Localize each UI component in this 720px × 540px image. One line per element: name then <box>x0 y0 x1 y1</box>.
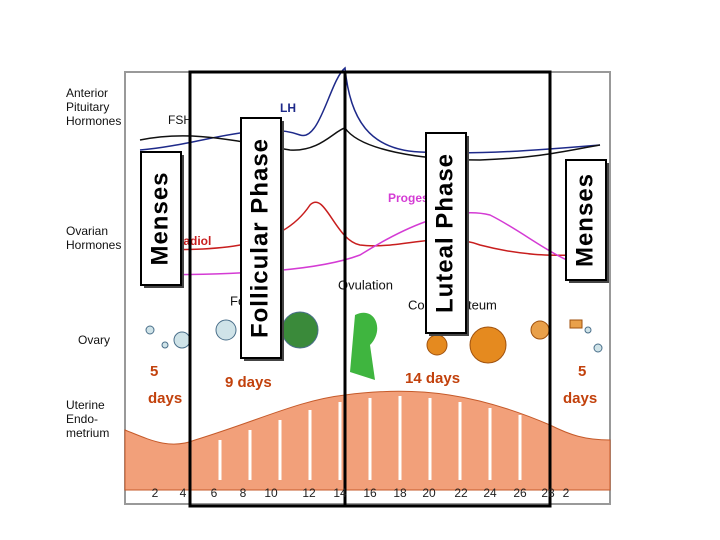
day-label: 20 <box>422 486 436 500</box>
uterine-label: Uterine Endo-metrium <box>66 398 109 440</box>
day-label: 4 <box>180 486 187 500</box>
day-label: 6 <box>211 486 218 500</box>
ovulation-label: Ovulation <box>338 277 393 292</box>
pituitary-label: Anterior Pituitary Hormones <box>66 86 121 128</box>
day-label: 18 <box>393 486 407 500</box>
endometrium-glands <box>218 396 522 480</box>
phase-box <box>140 151 182 286</box>
day-label: 16 <box>363 486 377 500</box>
day-label: 2 <box>152 486 159 500</box>
ovary-label: Ovary <box>78 333 110 347</box>
day-label: 14 <box>333 486 347 500</box>
ovary-cells <box>145 311 603 353</box>
phase-label: Menses <box>571 173 598 267</box>
phase-box <box>425 132 467 334</box>
phase-box <box>565 159 607 281</box>
phase-label: Menses <box>146 171 173 265</box>
lh-label: LH <box>280 101 296 115</box>
day-label: 24 <box>483 486 497 500</box>
duration-label: 5 days <box>563 363 597 407</box>
duration-label: 9 days <box>225 374 272 391</box>
day-label: 22 <box>454 486 468 500</box>
duration-label: 14 days <box>405 370 460 387</box>
corpus-luteum-shapes <box>426 319 583 364</box>
phase-label: Luteal Phase <box>431 153 458 313</box>
ovarian-label: Ovarian Hormones <box>66 224 121 252</box>
phase-box <box>240 117 282 359</box>
fsh-label: FSH <box>168 113 192 127</box>
day-label: 26 <box>513 486 527 500</box>
day-label: 8 <box>240 486 247 500</box>
duration-label: 5 days <box>148 363 182 407</box>
luteal-frame <box>343 70 552 508</box>
day-label: 28 <box>541 486 555 500</box>
phase-label: Follicular Phase <box>246 138 273 338</box>
day-label: 2 <box>563 486 570 500</box>
fsh-curve <box>139 127 601 161</box>
day-label: 12 <box>302 486 316 500</box>
day-label: 10 <box>264 486 278 500</box>
ovulation-shape <box>350 312 378 380</box>
